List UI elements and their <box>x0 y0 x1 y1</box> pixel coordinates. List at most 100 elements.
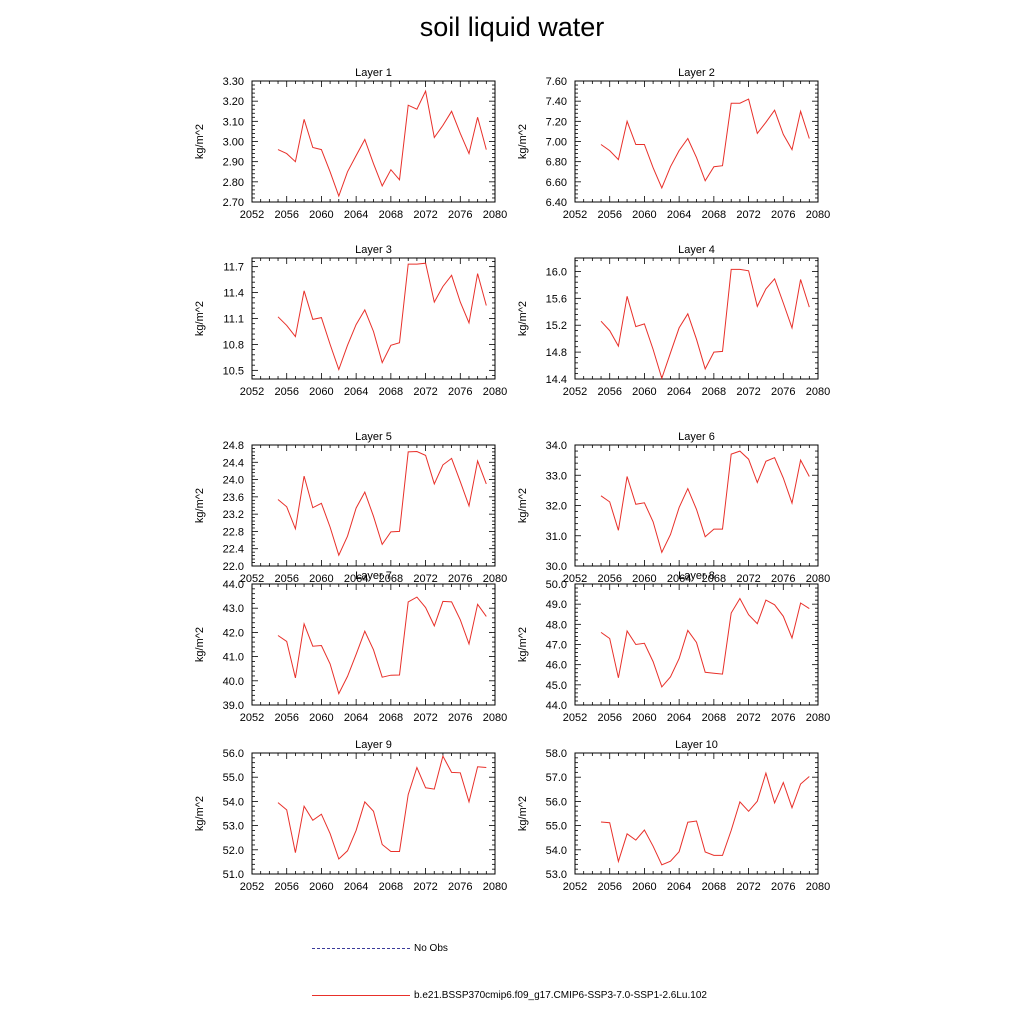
y-axis-label: kg/m^2 <box>517 124 529 159</box>
y-tick-label: 2.90 <box>223 157 244 169</box>
x-tick-label: 2064 <box>344 712 368 724</box>
series-line <box>277 596 487 695</box>
y-tick-label: 57.0 <box>546 772 567 784</box>
y-tick-label: 55.0 <box>546 821 567 833</box>
y-axis-label: kg/m^2 <box>194 301 206 336</box>
y-tick-label: 11.1 <box>223 314 244 326</box>
y-tick-label: 30.0 <box>546 561 567 573</box>
x-tick-label: 2060 <box>309 386 333 398</box>
x-tick-label: 2064 <box>344 881 368 893</box>
y-tick-label: 2.80 <box>223 177 244 189</box>
plot-frame <box>251 257 496 380</box>
x-tick-label: 2064 <box>667 209 691 221</box>
x-tick-label: 2060 <box>309 712 333 724</box>
x-tick-label: 2076 <box>448 712 472 724</box>
x-tick-label: 2080 <box>483 573 507 585</box>
panel-title: Layer 9 <box>355 739 392 751</box>
legend-no-obs-label: No Obs <box>414 943 448 954</box>
series-line <box>600 98 810 190</box>
x-tick-label: 2064 <box>344 209 368 221</box>
x-tick-label: 2064 <box>667 881 691 893</box>
y-tick-label: 23.2 <box>223 509 244 521</box>
series-line <box>600 771 810 866</box>
panel-7: Layer 7 2052 2056 2060 2064 2068 2072 2076 2080 3… <box>194 570 507 724</box>
x-tick-label: 2056 <box>597 712 621 724</box>
series-line <box>600 597 810 688</box>
x-tick-label: 2080 <box>483 712 507 724</box>
y-tick-label: 6.80 <box>546 157 567 169</box>
plot-frame <box>251 583 496 706</box>
panel-8: Layer 8 2052 2056 2060 2064 2068 2072 2076 2080 4… <box>517 570 830 724</box>
y-tick-label: 10.8 <box>223 339 244 351</box>
y-tick-label: 15.2 <box>546 320 567 332</box>
panel-title: Layer 1 <box>355 67 392 79</box>
x-tick-label: 2064 <box>344 386 368 398</box>
x-tick-label: 2056 <box>597 573 621 585</box>
x-tick-label: 2056 <box>274 573 298 585</box>
y-tick-label: 23.6 <box>223 492 244 504</box>
panel-title: Layer 5 <box>355 431 392 443</box>
x-tick-label: 2060 <box>632 573 656 585</box>
y-tick-label: 6.60 <box>546 177 567 189</box>
x-tick-label: 2080 <box>806 209 830 221</box>
x-tick-label: 2080 <box>806 573 830 585</box>
legend-no-obs: No Obs <box>312 943 448 954</box>
x-tick-label: 2060 <box>632 386 656 398</box>
y-axis-label: kg/m^2 <box>194 627 206 662</box>
x-tick-label: 2076 <box>448 573 472 585</box>
y-tick-label: 14.4 <box>546 374 567 386</box>
x-tick-label: 2072 <box>736 712 760 724</box>
y-axis-label: kg/m^2 <box>194 488 206 523</box>
x-tick-label: 2076 <box>448 386 472 398</box>
series-line <box>277 450 487 557</box>
x-tick-label: 2072 <box>413 712 437 724</box>
y-tick-label: 14.8 <box>546 347 567 359</box>
y-tick-label: 31.0 <box>546 531 567 543</box>
plot-frame <box>574 752 819 875</box>
panel-1: Layer 1 2052 2056 2060 2064 2068 2072 2076 2080 2… <box>194 67 507 221</box>
y-tick-label: 51.0 <box>223 869 244 881</box>
y-tick-label: 56.0 <box>223 748 244 760</box>
x-tick-label: 2056 <box>597 209 621 221</box>
panel-title: Layer 10 <box>675 739 718 751</box>
x-tick-label: 2076 <box>771 386 795 398</box>
plot-frame <box>574 80 819 203</box>
y-tick-label: 42.0 <box>223 627 244 639</box>
y-axis-label: kg/m^2 <box>194 124 206 159</box>
panel-title: Layer 3 <box>355 244 392 256</box>
legend-model: b.e21.BSSP370cmip6.f09_g17.CMIP6-SSP3-7.… <box>312 990 707 1001</box>
y-tick-label: 24.0 <box>223 475 244 487</box>
y-tick-label: 7.20 <box>546 116 567 128</box>
x-tick-label: 2068 <box>379 881 403 893</box>
x-tick-label: 2056 <box>274 712 298 724</box>
y-tick-label: 56.0 <box>546 796 567 808</box>
panel-title: Layer 6 <box>678 431 715 443</box>
y-tick-label: 7.40 <box>546 96 567 108</box>
x-tick-label: 2052 <box>563 386 587 398</box>
y-tick-label: 43.0 <box>223 603 244 615</box>
y-tick-label: 46.0 <box>546 660 567 672</box>
x-tick-label: 2052 <box>240 573 264 585</box>
x-tick-label: 2076 <box>448 209 472 221</box>
x-tick-label: 2052 <box>563 881 587 893</box>
y-axis-label: kg/m^2 <box>517 627 529 662</box>
series-line <box>600 268 810 380</box>
series-line <box>600 450 810 554</box>
plot-frame <box>574 257 819 380</box>
y-tick-label: 22.8 <box>223 526 244 538</box>
y-tick-label: 53.0 <box>546 869 567 881</box>
x-tick-label: 2080 <box>483 209 507 221</box>
x-tick-label: 2060 <box>632 712 656 724</box>
panel-3: Layer 3 2052 2056 2060 2064 2068 2072 2076 2080 1… <box>194 244 507 398</box>
x-tick-label: 2072 <box>413 573 437 585</box>
y-tick-label: 3.00 <box>223 137 244 149</box>
y-tick-label: 11.4 <box>223 288 244 300</box>
panel-title: Layer 2 <box>678 67 715 79</box>
x-tick-label: 2060 <box>309 209 333 221</box>
legend-model-swatch <box>312 995 410 996</box>
x-tick-label: 2068 <box>702 881 726 893</box>
y-tick-label: 3.30 <box>223 76 244 88</box>
x-tick-label: 2056 <box>274 881 298 893</box>
x-tick-label: 2076 <box>771 881 795 893</box>
x-tick-label: 2080 <box>483 881 507 893</box>
